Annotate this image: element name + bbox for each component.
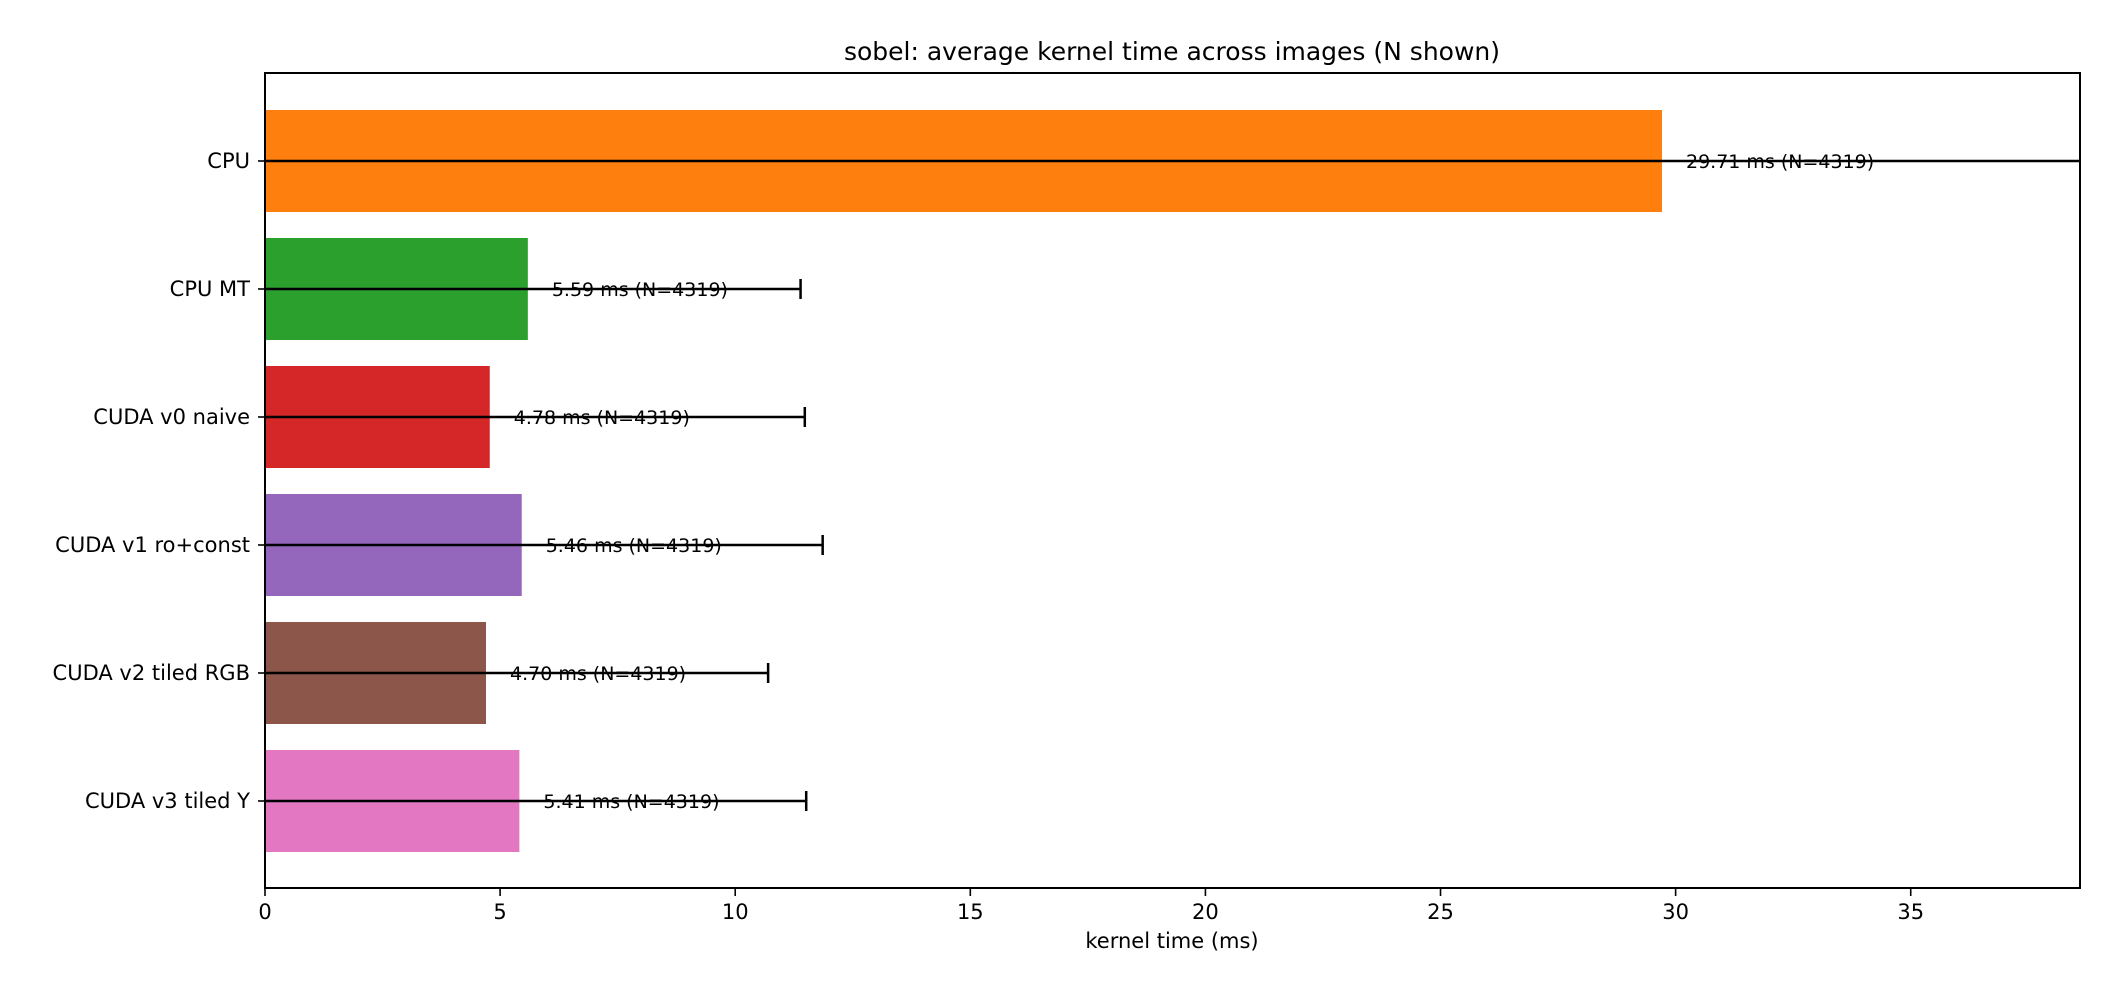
y-tick-label: CUDA v2 tiled RGB xyxy=(53,661,250,685)
data-label: 5.46 ms (N=4319) xyxy=(546,535,722,557)
y-axis: CPU CPU MT CUDA v0 naive CUDA v1 ro+const CU… xyxy=(53,149,265,813)
x-tick-label: 25 xyxy=(1427,900,1454,924)
data-label: 4.78 ms (N=4319) xyxy=(514,407,690,429)
plot-frame xyxy=(264,72,2081,889)
x-tick-label: 30 xyxy=(1662,900,1689,924)
bars-layer xyxy=(265,110,1662,852)
x-tick-label: 35 xyxy=(1897,900,1924,924)
chart-title: sobel: average kernel time across images… xyxy=(844,37,1500,66)
x-tick-label: 15 xyxy=(957,900,984,924)
error-bars-layer xyxy=(265,159,2080,811)
x-axis-label: kernel time (ms) xyxy=(1085,929,1258,953)
data-label: 5.59 ms (N=4319) xyxy=(552,279,728,301)
x-tick-label: 20 xyxy=(1192,900,1219,924)
y-tick-label: CUDA v1 ro+const xyxy=(55,533,250,557)
x-tick-label: 5 xyxy=(493,900,506,924)
x-tick-label: 0 xyxy=(258,900,271,924)
y-tick-label: CPU MT xyxy=(170,277,250,301)
y-tick-label: CPU xyxy=(207,149,250,173)
data-label: 4.70 ms (N=4319) xyxy=(510,663,686,685)
x-tick-label: 10 xyxy=(722,900,749,924)
y-tick-label: CUDA v0 naive xyxy=(93,405,250,429)
data-label: 29.71 ms (N=4319) xyxy=(1686,151,1874,173)
data-label: 5.41 ms (N=4319) xyxy=(543,791,719,813)
x-axis: 0 5 10 15 20 25 30 35 xyxy=(258,888,1924,924)
y-tick-label: CUDA v3 tiled Y xyxy=(85,789,250,813)
data-labels-layer: 29.71 ms (N=4319) 5.59 ms (N=4319) 4.78 ms… xyxy=(510,151,1874,813)
